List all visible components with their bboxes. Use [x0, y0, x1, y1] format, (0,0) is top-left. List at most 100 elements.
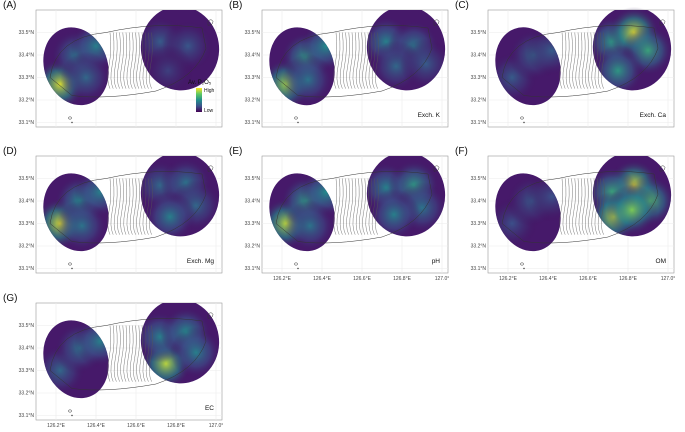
boundary-line	[597, 178, 602, 235]
boundary-line	[117, 178, 121, 235]
boundary-line	[349, 32, 353, 89]
islet-dot	[71, 414, 73, 417]
hotspot	[170, 326, 222, 379]
islet	[520, 262, 524, 266]
boundary-line	[601, 32, 605, 89]
y-tick-label: 33.4°N	[471, 199, 487, 205]
boundary-line	[120, 178, 124, 235]
boundary-line	[123, 325, 127, 382]
boundary-line	[339, 32, 344, 89]
boundary-line	[352, 178, 357, 235]
boundary-line	[123, 32, 127, 89]
boundary-line	[371, 32, 376, 89]
boundary-line	[129, 178, 134, 235]
hotspot	[284, 200, 336, 252]
islet-dot	[71, 121, 73, 124]
boundary-line	[594, 32, 599, 89]
boundary-line	[569, 32, 573, 89]
boundary-line	[368, 32, 373, 89]
boundary-line	[562, 178, 567, 235]
y-tick-label: 33.1°N	[245, 120, 261, 126]
boundary-line	[142, 32, 147, 89]
island-outline	[49, 318, 207, 391]
boundary-line	[126, 178, 131, 235]
boundary-line	[355, 32, 360, 89]
x-tick-label: 126.6°E	[579, 276, 598, 282]
boundary-line	[343, 32, 347, 89]
y-tick-label: 33.1°N	[471, 120, 487, 126]
islet	[68, 262, 72, 266]
legend-low: Low	[204, 108, 214, 114]
boundary-line	[126, 325, 131, 382]
y-tick-label: 33.3°N	[471, 221, 487, 227]
boundary-line	[145, 325, 150, 382]
boundary-line	[597, 32, 602, 89]
boundary-line	[113, 178, 118, 235]
variable-label: OM	[656, 258, 666, 265]
boundary-line	[120, 32, 124, 89]
panel-5: (E) 33.5°N 33.4°N 33.3°N 33.2°N 33.1°N 126.2°E…	[229, 146, 449, 282]
boundary-line	[355, 178, 360, 235]
boundary-line	[362, 178, 366, 235]
boundary-line	[133, 178, 137, 235]
y-tick-label: 33.5°N	[245, 30, 261, 36]
island-outline	[501, 171, 659, 244]
x-tick-label: 126.8°E	[167, 423, 186, 429]
boundary-line	[336, 178, 341, 235]
boundary-line	[365, 178, 369, 235]
x-tick-label: 127.0°	[209, 423, 224, 429]
x-tick-label: 126.2°E	[273, 276, 292, 282]
boundary-line	[365, 32, 369, 89]
boundary-line	[559, 32, 563, 89]
boundary-line	[136, 32, 140, 89]
boundary-line	[565, 32, 570, 89]
boundary-line	[362, 32, 366, 89]
boundary-line	[136, 325, 140, 382]
boundary-line	[578, 178, 583, 235]
boundary-line	[339, 178, 344, 235]
hotspot	[56, 200, 108, 252]
udo-islet	[659, 19, 666, 26]
x-tick-label: 126.4°E	[313, 276, 332, 282]
boundary-line	[117, 325, 121, 382]
y-tick-label: 33.5°N	[19, 30, 35, 36]
x-tick-label: 126.8°E	[619, 276, 638, 282]
boundary-line	[139, 32, 143, 89]
boundary-line	[352, 32, 357, 89]
x-tick-label: 126.2°E	[499, 276, 518, 282]
y-tick-label: 33.3°N	[19, 368, 35, 374]
boundary-line	[149, 32, 153, 89]
panel-3: (C) 33.5°N 33.4°N 33.3°N 33.2°N 33.1°N Exch. C…	[455, 0, 675, 128]
islet-dot	[71, 267, 73, 270]
panel-label: (G)	[3, 293, 17, 304]
boundary-line	[117, 32, 121, 89]
boundary-line	[139, 325, 143, 382]
udo-islet	[207, 165, 214, 172]
boundary-line	[581, 178, 586, 235]
udo-islet	[207, 19, 214, 26]
boundary-line	[346, 178, 350, 235]
boundary-line	[578, 32, 583, 89]
boundary-line	[139, 178, 143, 235]
y-tick-label: 33.2°N	[245, 98, 261, 104]
y-tick-label: 33.2°N	[19, 98, 35, 104]
y-tick-label: 33.5°N	[245, 176, 261, 182]
panel-6: (F) 33.5°N 33.4°N 33.3°N 33.2°N 33.1°N 126.2°E…	[455, 146, 676, 282]
islet-dot	[297, 121, 299, 124]
hotspot	[282, 54, 334, 106]
y-tick-label: 33.4°N	[19, 53, 35, 59]
boundary-line	[375, 32, 379, 89]
boundary-line	[359, 178, 363, 235]
boundary-line	[142, 325, 147, 382]
boundary-line	[333, 32, 337, 89]
islet-dot	[297, 267, 299, 270]
y-tick-label: 33.1°N	[19, 413, 35, 419]
panel-label: (E)	[229, 146, 242, 157]
udo-islet	[207, 312, 214, 319]
boundary-line	[368, 178, 373, 235]
y-tick-label: 33.3°N	[245, 75, 261, 81]
y-tick-label: 33.1°N	[19, 266, 35, 272]
boundary-line	[371, 178, 376, 235]
y-tick-label: 33.4°N	[245, 199, 261, 205]
